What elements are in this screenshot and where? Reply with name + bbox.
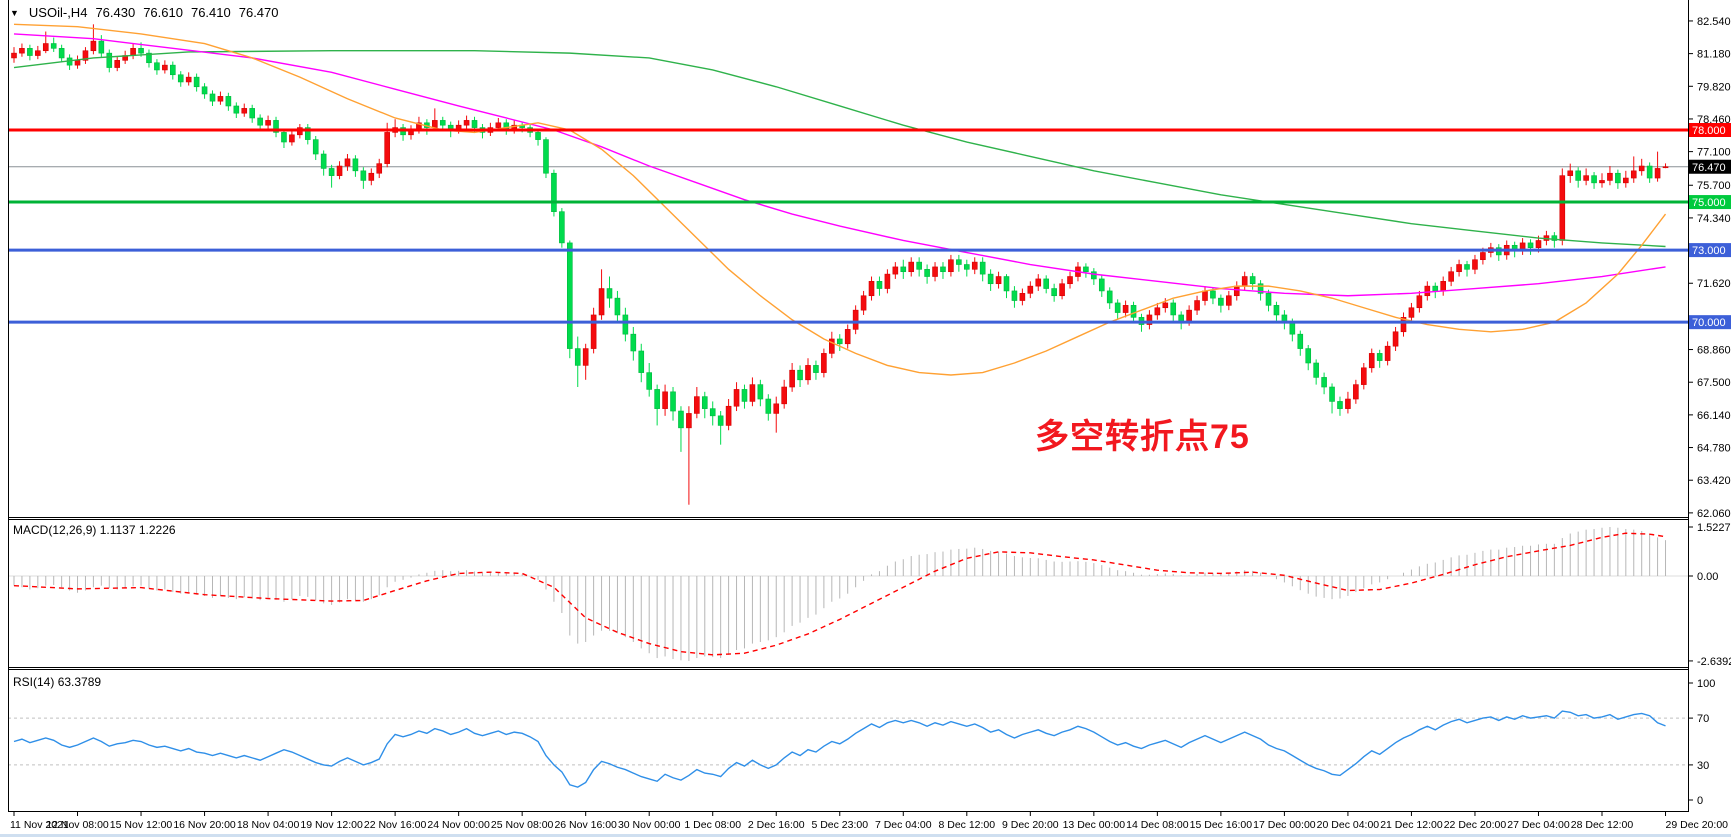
macd-indicator-values: 1.1137 1.2226 xyxy=(99,523,176,537)
svg-text:18 Nov 04:00: 18 Nov 04:00 xyxy=(237,819,300,831)
ohlc-high: 76.610 xyxy=(143,5,183,20)
svg-text:1 Dec 08:00: 1 Dec 08:00 xyxy=(684,819,741,831)
svg-text:7 Dec 04:00: 7 Dec 04:00 xyxy=(875,819,932,831)
svg-text:30: 30 xyxy=(1697,760,1709,772)
svg-text:22 Nov 16:00: 22 Nov 16:00 xyxy=(364,819,427,831)
svg-text:25 Nov 08:00: 25 Nov 08:00 xyxy=(491,819,554,831)
svg-text:68.860: 68.860 xyxy=(1697,345,1731,357)
macd-axis: 1.5227 0.00 -2.6392 xyxy=(1688,522,1731,668)
svg-text:21 Dec 12:00: 21 Dec 12:00 xyxy=(1380,819,1443,831)
rsi-panel[interactable] xyxy=(8,710,1688,788)
svg-text:77.100: 77.100 xyxy=(1697,147,1731,159)
window-bottom-edge xyxy=(0,834,1731,837)
svg-text:78.460: 78.460 xyxy=(1697,114,1731,126)
svg-text:74.340: 74.340 xyxy=(1697,213,1731,225)
svg-text:67.500: 67.500 xyxy=(1697,377,1731,389)
svg-text:63.420: 63.420 xyxy=(1697,475,1731,487)
horizontal-level-lines[interactable] xyxy=(8,128,1688,324)
macd-signal-line xyxy=(13,532,1666,656)
svg-text:1.5227: 1.5227 xyxy=(1697,522,1731,534)
chart-title-bar: ▼ USOil-,H4 76.430 76.610 76.410 76.470 xyxy=(10,5,279,20)
svg-text:81.180: 81.180 xyxy=(1697,49,1731,61)
rsi-line xyxy=(13,710,1666,788)
svg-text:70: 70 xyxy=(1697,713,1709,725)
svg-text:19 Nov 12:00: 19 Nov 12:00 xyxy=(300,819,363,831)
svg-text:5 Dec 23:00: 5 Dec 23:00 xyxy=(811,819,868,831)
svg-text:78.000: 78.000 xyxy=(1692,125,1726,137)
price-axis[interactable]: 82.540 81.180 79.820 78.460 77.100 75.700 74.3… xyxy=(1688,16,1731,520)
svg-text:100: 100 xyxy=(1697,678,1715,690)
svg-text:22 Dec 20:00: 22 Dec 20:00 xyxy=(1444,819,1507,831)
svg-text:70.000: 70.000 xyxy=(1692,317,1726,329)
svg-text:71.620: 71.620 xyxy=(1697,278,1731,290)
svg-text:75.000: 75.000 xyxy=(1692,197,1726,209)
svg-text:15 Dec 16:00: 15 Dec 16:00 xyxy=(1190,819,1253,831)
svg-text:9 Dec 20:00: 9 Dec 20:00 xyxy=(1002,819,1059,831)
ohlc-low: 76.410 xyxy=(190,5,231,20)
rsi-axis: 100 70 30 0 xyxy=(1688,678,1715,807)
annotation-text[interactable]: 多空转折点75 xyxy=(1035,418,1250,456)
svg-text:79.820: 79.820 xyxy=(1697,81,1731,93)
svg-text:75.700: 75.700 xyxy=(1697,180,1731,192)
ma-slow-green xyxy=(13,50,1666,248)
svg-text:0: 0 xyxy=(1697,795,1703,807)
svg-text:-2.6392: -2.6392 xyxy=(1697,656,1731,668)
panel-borders xyxy=(8,0,1689,812)
rsi-indicator-label: RSI(14) 63.3789 xyxy=(13,675,102,689)
svg-text:27 Dec 04:00: 27 Dec 04:00 xyxy=(1507,819,1570,831)
svg-text:26 Nov 16:00: 26 Nov 16:00 xyxy=(554,819,617,831)
candles-layer[interactable] xyxy=(11,24,1669,505)
svg-text:24 Nov 00:00: 24 Nov 00:00 xyxy=(427,819,490,831)
svg-text:13 Dec 00:00: 13 Dec 00:00 xyxy=(1063,819,1126,831)
ohlc-open: 76.430 xyxy=(95,5,136,20)
svg-text:64.780: 64.780 xyxy=(1697,443,1731,455)
svg-text:66.140: 66.140 xyxy=(1697,410,1731,422)
macd-panel[interactable] xyxy=(8,526,1688,661)
rsi-indicator-value: 63.3789 xyxy=(57,675,102,689)
svg-text:76.470: 76.470 xyxy=(1692,162,1726,174)
symbol-dropdown-icon[interactable]: ▼ xyxy=(10,7,19,18)
macd-indicator-label: MACD(12,26,9) 1.1137 1.2226 xyxy=(13,523,176,537)
svg-text:30 Nov 00:00: 30 Nov 00:00 xyxy=(618,819,681,831)
svg-text:62.060: 62.060 xyxy=(1697,508,1731,520)
svg-text:73.000: 73.000 xyxy=(1692,245,1726,257)
svg-text:82.540: 82.540 xyxy=(1697,16,1731,28)
ma-medium-magenta xyxy=(13,33,1666,297)
svg-text:0.00: 0.00 xyxy=(1697,571,1718,583)
svg-text:15 Nov 12:00: 15 Nov 12:00 xyxy=(110,819,173,831)
moving-average-lines xyxy=(13,23,1667,376)
svg-text:12 Nov 08:00: 12 Nov 08:00 xyxy=(46,819,109,831)
svg-text:20 Dec 04:00: 20 Dec 04:00 xyxy=(1317,819,1380,831)
svg-text:14 Dec 08:00: 14 Dec 08:00 xyxy=(1126,819,1189,831)
ohlc-close: 76.470 xyxy=(238,5,279,20)
svg-text:8 Dec 12:00: 8 Dec 12:00 xyxy=(938,819,995,831)
svg-text:29 Dec 20:00: 29 Dec 20:00 xyxy=(1666,819,1729,831)
ma-fast-orange xyxy=(13,23,1667,376)
svg-text:11 Nov 2021: 11 Nov 2021 xyxy=(10,819,69,831)
svg-text:2 Dec 16:00: 2 Dec 16:00 xyxy=(748,819,805,831)
svg-text:28 Dec 12:00: 28 Dec 12:00 xyxy=(1571,819,1634,831)
svg-text:16 Nov 20:00: 16 Nov 20:00 xyxy=(173,819,236,831)
symbol-timeframe-label: USOil-,H4 xyxy=(28,5,88,20)
svg-text:17 Dec 00:00: 17 Dec 00:00 xyxy=(1253,819,1316,831)
price-level-labels: 78.000 76.470 75.000 73.000 70.000 xyxy=(1689,123,1731,330)
